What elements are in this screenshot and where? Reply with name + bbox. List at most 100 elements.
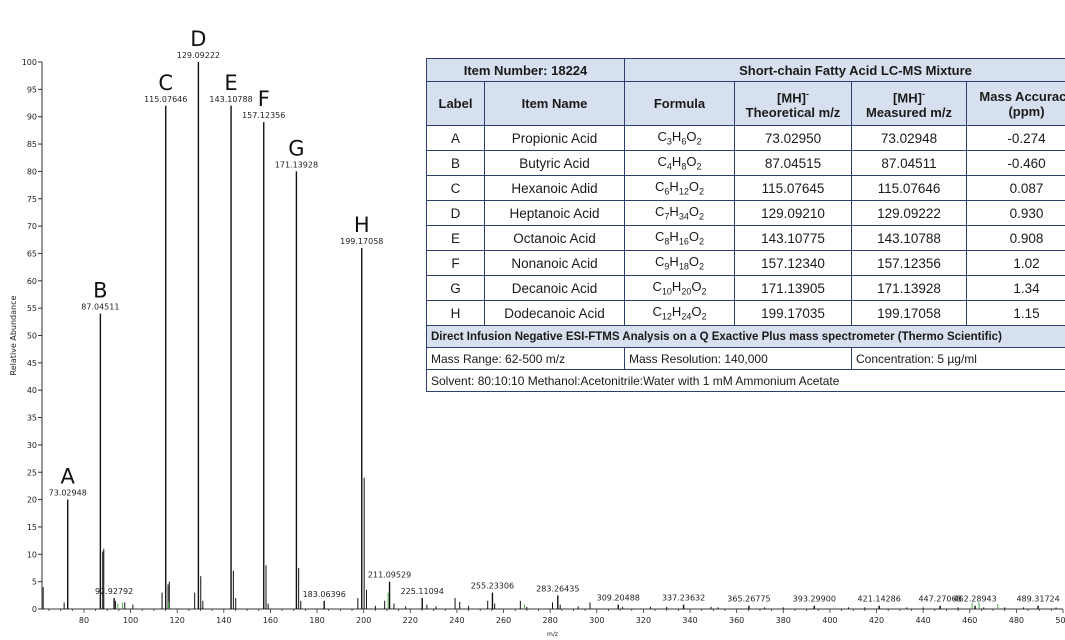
x-tick-label: 180 xyxy=(309,616,324,625)
row-accuracy: 0.930 xyxy=(966,200,1065,226)
peak-mz-label: 447.27068 xyxy=(918,595,961,604)
header-measured: [MH]- Measured m/z xyxy=(851,81,967,126)
y-tick-label: 50 xyxy=(27,332,37,341)
y-tick-label: 35 xyxy=(27,414,37,423)
table-row: C Hexanoic Adid C6H12O2 115.07645 115.07646 0… xyxy=(426,175,1065,201)
peak-mz-label: 462.28943 xyxy=(953,595,996,604)
y-tick-label: 100 xyxy=(22,58,37,67)
row-theoretical: 143.10775 xyxy=(734,225,852,251)
item-number: Item Number: 18224 xyxy=(426,58,625,82)
y-tick-label: 95 xyxy=(27,85,37,94)
row-accuracy: -0.460 xyxy=(966,150,1065,176)
peak-mz-label: 255.23306 xyxy=(471,582,514,591)
x-tick-label: 460 xyxy=(962,616,977,625)
chart-axes: 0 5 10 15 20 25 30 35 40 45 50 55 60 65 70 75 80 85 90 95 10… xyxy=(9,58,1065,638)
x-tick-label: 340 xyxy=(682,616,697,625)
x-tick-label: 120 xyxy=(170,616,185,625)
peak-letter-e: E xyxy=(224,71,237,95)
y-tick-label: 60 xyxy=(27,277,37,286)
header-formula: Formula xyxy=(624,81,735,126)
row-accuracy: 1.15 xyxy=(966,300,1065,326)
row-measured: 115.07646 xyxy=(851,175,967,201)
x-tick-label: 440 xyxy=(915,616,930,625)
table-header-row: Label Item Name Formula [MH]- Theoretical… xyxy=(426,81,1065,126)
table-body: A Propionic Acid C3H6O2 73.02950 73.02948 -0.… xyxy=(426,125,1065,326)
peak-mz-label: 309.20488 xyxy=(597,594,640,603)
solvent-row: Solvent: 80:10:10 Methanol:Acetonitrile:… xyxy=(426,369,1065,392)
peak-mz-label: 183.06396 xyxy=(303,590,346,599)
peak-letter-a: A xyxy=(61,465,76,489)
x-tick-label: 400 xyxy=(822,616,837,625)
row-theoretical: 199.17035 xyxy=(734,300,852,326)
peak-mz-label: 421.14286 xyxy=(858,595,901,604)
concentration: Concentration: 5 µg/ml xyxy=(851,347,1065,370)
y-tick-label: 0 xyxy=(32,605,37,614)
peak-letter-f: F xyxy=(258,87,270,111)
y-tick-label: 45 xyxy=(27,359,37,368)
header-theoretical: [MH]- Theoretical m/z xyxy=(734,81,852,126)
row-label: G xyxy=(426,275,485,301)
peak-mz-label: 393.29900 xyxy=(793,595,836,604)
row-formula: C9H18O2 xyxy=(624,250,735,276)
y-tick-label: 70 xyxy=(27,222,37,231)
mass-range: Mass Range: 62-500 m/z xyxy=(426,347,625,370)
row-formula: C8H16O2 xyxy=(624,225,735,251)
row-accuracy: 0.908 xyxy=(966,225,1065,251)
row-measured: 157.12356 xyxy=(851,250,967,276)
row-label: C xyxy=(426,175,485,201)
row-measured: 129.09222 xyxy=(851,200,967,226)
peak-mz-label: 211.09529 xyxy=(368,571,411,580)
row-label: A xyxy=(426,125,485,151)
row-item-name: Butyric Acid xyxy=(484,150,625,176)
peak-letter-b: B xyxy=(93,279,107,303)
row-label: B xyxy=(426,150,485,176)
row-label: D xyxy=(426,200,485,226)
x-tick-label: 500 xyxy=(1055,616,1065,625)
y-tick-label: 55 xyxy=(27,304,37,313)
method-text: Direct Infusion Negative ESI-FTMS Analys… xyxy=(426,325,1065,348)
row-accuracy: 1.02 xyxy=(966,250,1065,276)
peak-mz-label: 283.26435 xyxy=(536,584,579,593)
peak-letter-g: G xyxy=(288,136,304,160)
peak-mz-label: 143.10788 xyxy=(209,95,252,104)
row-measured: 143.10788 xyxy=(851,225,967,251)
x-tick-label: 140 xyxy=(216,616,231,625)
row-theoretical: 87.04515 xyxy=(734,150,852,176)
peak-mz-label: 87.04511 xyxy=(81,303,119,312)
x-tick-label: 380 xyxy=(776,616,791,625)
peak-mz-label: 92.92792 xyxy=(95,587,133,596)
header-accuracy: Mass Accuracy (ppm) xyxy=(966,81,1065,126)
y-tick-label: 20 xyxy=(27,496,37,505)
x-tick-label: 420 xyxy=(869,616,884,625)
y-tick-label: 30 xyxy=(27,441,37,450)
row-item-name: Nonanoic Acid xyxy=(484,250,625,276)
y-tick-label: 40 xyxy=(27,386,37,395)
row-formula: C6H12O2 xyxy=(624,175,735,201)
x-tick-label: 80 xyxy=(79,616,89,625)
row-measured: 171.13928 xyxy=(851,275,967,301)
row-item-name: Dodecanoic Acid xyxy=(484,300,625,326)
peak-letter-h: H xyxy=(354,213,370,237)
peak-mz-label: 129.09222 xyxy=(177,51,220,60)
row-accuracy: -0.274 xyxy=(966,125,1065,151)
x-tick-label: 200 xyxy=(356,616,371,625)
y-tick-label: 10 xyxy=(27,550,37,559)
row-measured: 87.04511 xyxy=(851,150,967,176)
x-tick-label: 280 xyxy=(543,616,558,625)
row-label: F xyxy=(426,250,485,276)
row-formula: C10H20O2 xyxy=(624,275,735,301)
x-tick-label: 100 xyxy=(123,616,138,625)
row-theoretical: 171.13905 xyxy=(734,275,852,301)
row-label: H xyxy=(426,300,485,326)
peak-mz-label: 171.13928 xyxy=(275,160,318,169)
mixture-info-table: Item Number: 18224 Short-chain Fatty Aci… xyxy=(426,58,1065,392)
row-accuracy: 1.34 xyxy=(966,275,1065,301)
row-item-name: Decanoic Acid xyxy=(484,275,625,301)
row-measured: 73.02948 xyxy=(851,125,967,151)
peak-mz-label: 365.26775 xyxy=(727,595,770,604)
header-label: Label xyxy=(426,81,485,126)
row-formula: C12H24O2 xyxy=(624,300,735,326)
y-tick-label: 75 xyxy=(27,195,37,204)
params-row: Mass Range: 62-500 m/z Mass Resolution: … xyxy=(426,347,1065,370)
